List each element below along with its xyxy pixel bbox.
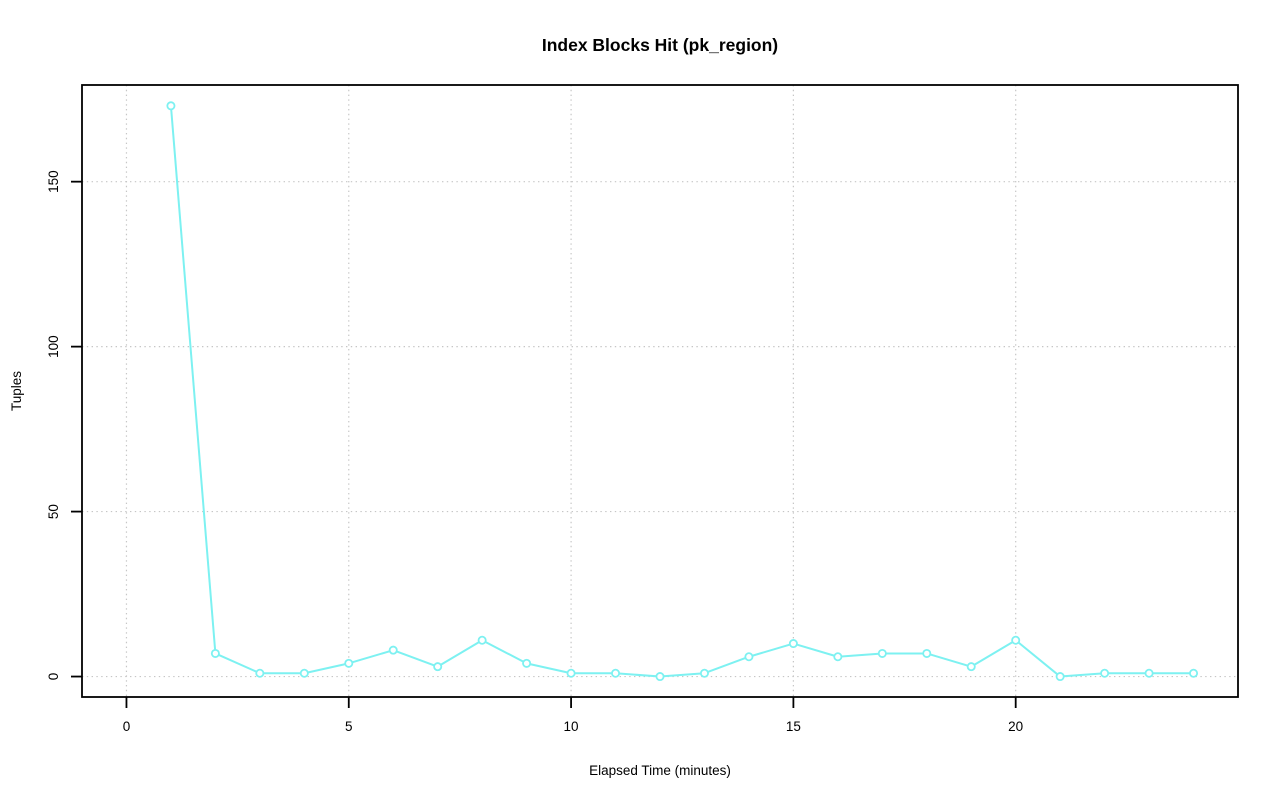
data-point — [1100, 668, 1110, 678]
y-tick-labels: 0 50 100 150 — [46, 170, 61, 680]
x-tick-label: 0 — [123, 719, 131, 734]
data-point — [477, 635, 487, 645]
x-tick-label: 20 — [1008, 719, 1023, 734]
data-point — [611, 668, 621, 678]
y-tick-label: 0 — [46, 673, 61, 681]
y-axis-label: Tuples — [9, 371, 24, 411]
data-point — [744, 652, 754, 662]
axis-ticks — [71, 180, 1017, 708]
data-point — [877, 648, 887, 658]
data-point — [522, 658, 532, 668]
data-point — [255, 668, 265, 678]
data-point — [1011, 635, 1021, 645]
series-line — [169, 104, 1195, 678]
data-point — [655, 672, 665, 682]
data-point — [788, 639, 798, 649]
data-point — [1055, 672, 1065, 682]
data-series — [166, 101, 1199, 682]
x-tick-label: 10 — [564, 719, 579, 734]
data-point — [699, 668, 709, 678]
y-tick-label: 50 — [46, 504, 61, 519]
data-point — [1144, 668, 1154, 678]
x-tick-label: 15 — [786, 719, 801, 734]
x-tick-labels: 0 5 10 15 20 — [123, 719, 1024, 734]
gridlines — [82, 85, 1238, 697]
data-point — [210, 648, 220, 658]
data-point — [833, 652, 843, 662]
x-tick-label: 5 — [345, 719, 353, 734]
data-point — [966, 662, 976, 672]
data-point — [922, 648, 932, 658]
data-point — [166, 101, 176, 111]
data-point — [433, 662, 443, 672]
data-point — [299, 668, 309, 678]
x-axis-label: Elapsed Time (minutes) — [589, 763, 731, 778]
data-point — [566, 668, 576, 678]
y-tick-label: 150 — [46, 170, 61, 193]
data-point — [1189, 668, 1199, 678]
chart-title: Index Blocks Hit (pk_region) — [542, 35, 778, 55]
data-point — [388, 645, 398, 655]
y-tick-label: 100 — [46, 335, 61, 358]
data-point — [344, 658, 354, 668]
plot-border — [81, 84, 1239, 698]
